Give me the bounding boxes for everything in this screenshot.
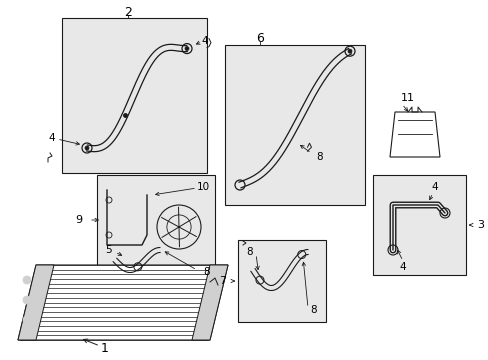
- Text: 2: 2: [124, 5, 132, 18]
- Text: 7: 7: [219, 276, 226, 286]
- Bar: [372, 175, 465, 275]
- Text: 8: 8: [316, 152, 322, 162]
- Circle shape: [23, 296, 31, 304]
- Bar: [224, 45, 364, 205]
- Text: 9: 9: [75, 215, 82, 225]
- Circle shape: [23, 276, 31, 284]
- Polygon shape: [389, 112, 439, 157]
- Text: 3: 3: [476, 220, 484, 230]
- Polygon shape: [18, 265, 227, 340]
- Text: 4: 4: [431, 182, 437, 192]
- Text: 4: 4: [201, 36, 208, 46]
- Text: 8: 8: [310, 305, 317, 315]
- Text: 1: 1: [101, 342, 109, 355]
- Bar: [238, 240, 325, 322]
- Circle shape: [184, 46, 189, 51]
- Circle shape: [23, 316, 31, 324]
- Bar: [62, 18, 206, 173]
- Text: 4: 4: [49, 133, 55, 143]
- Text: 4: 4: [399, 262, 406, 272]
- Bar: [97, 175, 215, 280]
- Text: 5: 5: [105, 245, 112, 255]
- Circle shape: [85, 146, 89, 150]
- Text: 8: 8: [203, 267, 210, 277]
- Text: 8: 8: [246, 247, 253, 257]
- Text: 10: 10: [197, 182, 209, 192]
- Polygon shape: [18, 265, 54, 340]
- Polygon shape: [192, 265, 227, 340]
- Text: 6: 6: [256, 32, 264, 45]
- Circle shape: [347, 49, 351, 53]
- Text: 11: 11: [400, 93, 414, 103]
